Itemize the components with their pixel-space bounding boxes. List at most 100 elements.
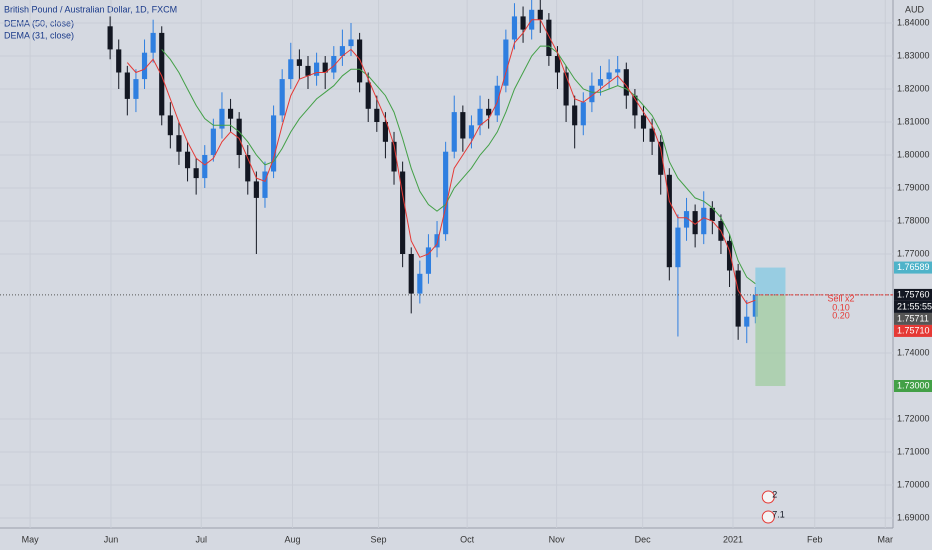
candle-body [623,69,629,96]
candle-body [245,155,251,182]
x-tick-label: Aug [284,534,300,544]
price-marker-label: 1.76589 [897,262,930,272]
stop-zone [755,267,786,295]
candle-body [468,125,475,139]
price-marker [894,288,932,301]
x-tick-label: Mar [878,534,894,544]
candle-body [683,211,690,228]
ma-line [126,19,756,305]
candle-body [503,39,509,86]
candle-body [511,16,518,40]
candle-body [184,151,191,169]
candle-body [253,181,259,198]
countdown: 21:55:55 [897,301,932,311]
candle-body [572,105,578,126]
x-tick-label: Sep [371,534,387,544]
price-axis [893,0,932,550]
price-marker-label: 1.75711 [897,313,929,323]
candle-body [141,52,148,80]
candle-body [606,72,612,80]
price-marker-label: 1.73000 [897,380,930,390]
candle-body [133,79,139,99]
candle-body [692,211,698,235]
legend-entry: DEMA (31, close) [4,30,74,40]
candle-body [331,56,337,73]
candle-body [615,69,621,73]
candle-body [632,95,638,116]
candle-body [546,19,552,57]
x-tick-label: Dec [635,534,652,544]
candle-body [236,118,242,156]
y-tick-label: 1.83000 [897,50,930,60]
candle-body [314,62,320,76]
y-tick-label: 1.69000 [897,512,930,522]
event-label: 2 [772,489,777,499]
x-tick-label: Feb [807,534,823,544]
candle-body [365,82,371,109]
x-tick-label: Oct [460,534,475,544]
candle-body [675,227,681,268]
y-tick-label: 1.70000 [897,479,930,489]
candle-body [597,79,604,86]
x-tick-label: Jun [104,534,119,544]
candle-body [460,112,466,139]
x-tick-label: May [22,534,40,544]
candle-body [219,108,225,129]
candle-body [666,174,672,268]
y-tick-label: 1.72000 [897,413,930,423]
candle-body [339,46,345,57]
candle-body [193,168,199,179]
y-tick-label: 1.71000 [897,446,930,456]
y-tick-label: 1.80000 [897,149,930,159]
candle-body [434,234,440,248]
price-marker [894,312,932,325]
event-icon [761,510,775,524]
y-tick-label: 1.81000 [897,116,930,126]
candle-body [709,207,715,222]
order-label: Sell x2 [827,293,854,303]
candle-body [417,273,423,294]
candle-body [116,49,122,73]
candle-body [159,32,165,116]
candle-body [227,108,234,119]
target-zone [755,294,786,387]
currency: AUD [905,4,925,14]
candle-body [391,141,397,172]
candle-body [322,62,328,73]
candle-body [554,56,561,73]
candle-body [649,128,655,142]
candle-body [296,59,302,66]
event-label: 7.1 [772,509,785,519]
price-marker-label: 1.75710 [897,325,930,335]
order-qty: 0.10 [832,302,850,312]
candle-body [701,207,707,235]
event-icon [761,490,775,504]
candle-body [348,39,354,47]
candle-body [288,59,294,80]
candle-body [537,9,543,20]
candle-body [357,39,363,83]
candle-body [744,316,750,327]
candle-body [124,72,130,99]
candle-body [563,72,569,106]
y-tick-label: 1.78000 [897,215,930,225]
candle-body [589,85,595,103]
y-tick-label: 1.84000 [897,17,930,27]
candle-body [270,115,277,172]
countdown-bg [894,300,932,313]
candle-body [425,247,432,274]
x-tick-label: Nov [549,534,566,544]
candle-body [520,16,526,30]
x-tick-label: 2021 [723,534,743,544]
price-marker [894,324,932,337]
candle-body [443,151,449,235]
candle-body [202,155,208,179]
candle-body [107,26,113,50]
ma-line [161,45,756,285]
y-tick-label: 1.82000 [897,83,930,93]
candle-body [477,108,483,126]
order-qty: 0.20 [832,310,850,320]
price-marker-label: 1.75760 [897,289,930,299]
candle-body [305,65,311,76]
y-tick-label: 1.77000 [897,248,930,258]
